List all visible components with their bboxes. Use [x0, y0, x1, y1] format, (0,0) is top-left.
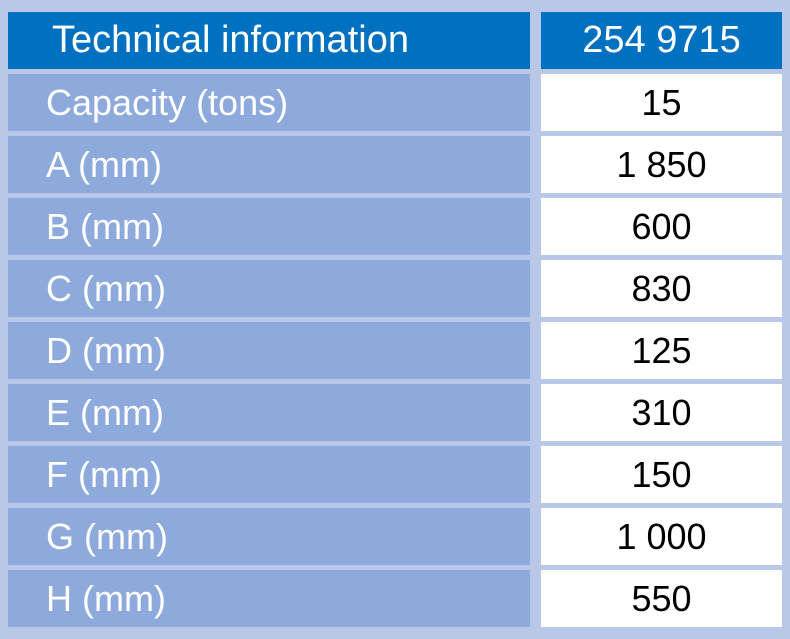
row-label: G (mm) — [8, 508, 530, 565]
row-label: A (mm) — [8, 136, 530, 193]
header-model-number: 254 9715 — [541, 12, 782, 69]
row-label: F (mm) — [8, 446, 530, 503]
table-header-row: Technical information 254 9715 — [8, 12, 782, 69]
column-gap — [530, 384, 541, 441]
row-value: 1 850 — [541, 136, 782, 193]
header-label: Technical information — [8, 12, 530, 69]
column-gap — [530, 74, 541, 131]
table-row: E (mm) 310 — [8, 384, 782, 441]
column-gap — [530, 570, 541, 627]
table-row: C (mm) 830 — [8, 260, 782, 317]
table-row: F (mm) 150 — [8, 446, 782, 503]
row-value: 310 — [541, 384, 782, 441]
row-label: E (mm) — [8, 384, 530, 441]
column-gap — [530, 446, 541, 503]
row-label: D (mm) — [8, 322, 530, 379]
row-label: B (mm) — [8, 198, 530, 255]
column-gap — [530, 322, 541, 379]
column-gap — [530, 12, 541, 69]
row-value: 600 — [541, 198, 782, 255]
column-gap — [530, 198, 541, 255]
row-label: Capacity (tons) — [8, 74, 530, 131]
table-row: B (mm) 600 — [8, 198, 782, 255]
column-gap — [530, 260, 541, 317]
technical-info-table: Technical information 254 9715 Capacity … — [8, 7, 782, 632]
row-label: C (mm) — [8, 260, 530, 317]
row-value: 830 — [541, 260, 782, 317]
table-row: G (mm) 1 000 — [8, 508, 782, 565]
row-value: 1 000 — [541, 508, 782, 565]
row-value: 125 — [541, 322, 782, 379]
table-row: A (mm) 1 850 — [8, 136, 782, 193]
row-value: 550 — [541, 570, 782, 627]
row-value: 15 — [541, 74, 782, 131]
table-row: D (mm) 125 — [8, 322, 782, 379]
table-row: H (mm) 550 — [8, 570, 782, 627]
column-gap — [530, 136, 541, 193]
row-label: H (mm) — [8, 570, 530, 627]
table-row: Capacity (tons) 15 — [8, 74, 782, 131]
row-value: 150 — [541, 446, 782, 503]
column-gap — [530, 508, 541, 565]
